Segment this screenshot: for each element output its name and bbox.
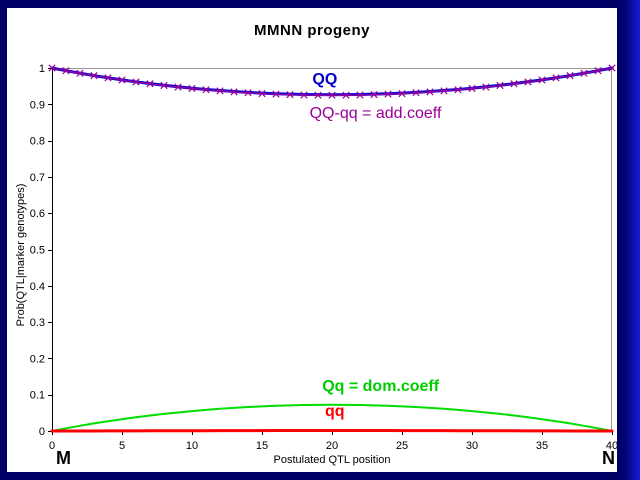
y-tick-label: 0.7 bbox=[30, 172, 45, 184]
y-tick-label: 0 bbox=[39, 426, 45, 438]
y-tick-label: 0.6 bbox=[30, 208, 45, 220]
axes bbox=[48, 68, 613, 435]
plot-frame-gridline bbox=[52, 68, 612, 431]
x-tick-label: 20 bbox=[326, 440, 338, 452]
curve-label-qq: qq bbox=[325, 403, 345, 420]
x-tick-label: 40 bbox=[606, 440, 617, 452]
window-border-right bbox=[617, 0, 640, 480]
x-tick-label: 25 bbox=[396, 440, 408, 452]
y-tick-label: 1 bbox=[39, 63, 45, 75]
x-tick-label: 35 bbox=[536, 440, 548, 452]
chart-area: MMNN progeny Prob(QTL|marker genotypes) … bbox=[7, 8, 617, 472]
y-tick-label: 0.1 bbox=[30, 390, 45, 402]
left-marker-label: M bbox=[56, 448, 71, 468]
curve-label-qq-dom-coeff: Qq = dom.coeff bbox=[322, 378, 440, 395]
series-line-qq bbox=[50, 429, 614, 433]
x-tick-label: 5 bbox=[119, 440, 125, 452]
y-tick-label: 0.8 bbox=[30, 136, 45, 148]
chart-title: MMNN progeny bbox=[254, 22, 370, 39]
curve-label-qq: QQ bbox=[312, 71, 337, 88]
curve-label-qq-qq-add-coeff: QQ-qq = add.coeff bbox=[310, 105, 442, 122]
x-tick-label: 10 bbox=[186, 440, 198, 452]
y-tick-label: 0.9 bbox=[30, 99, 45, 111]
x-tick-label: 15 bbox=[256, 440, 268, 452]
right-marker-label: N bbox=[602, 448, 615, 468]
x-tick-label: 0 bbox=[49, 440, 55, 452]
series-x-markers bbox=[48, 64, 616, 99]
x-tick-label: 30 bbox=[466, 440, 478, 452]
y-tick-label: 0.5 bbox=[30, 245, 45, 257]
y-tick-label: 0.2 bbox=[30, 353, 45, 365]
y-tick-label: 0.4 bbox=[30, 281, 45, 293]
series-line-qq-dom-coeff bbox=[51, 403, 613, 432]
y-tick-label: 0.3 bbox=[30, 317, 45, 329]
x-axis-title: Postulated QTL position bbox=[273, 454, 391, 466]
plot-svg: 00.10.20.30.40.50.60.70.80.910 5 10 15 20 25 3… bbox=[30, 63, 617, 452]
